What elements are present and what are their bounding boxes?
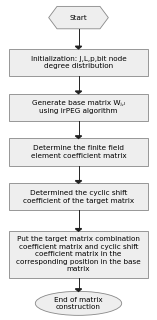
Polygon shape bbox=[75, 180, 82, 183]
Text: Determine the finite field
element coefficient matrix: Determine the finite field element coeff… bbox=[31, 145, 126, 159]
FancyBboxPatch shape bbox=[9, 183, 148, 211]
Polygon shape bbox=[49, 6, 108, 29]
FancyBboxPatch shape bbox=[9, 138, 148, 166]
Text: End of matrix
construction: End of matrix construction bbox=[54, 297, 103, 310]
Ellipse shape bbox=[35, 291, 122, 316]
FancyBboxPatch shape bbox=[9, 231, 148, 277]
Polygon shape bbox=[75, 46, 82, 49]
Text: Initialization: J,L,p,bit node
degree distribution: Initialization: J,L,p,bit node degree di… bbox=[31, 56, 126, 69]
Text: Generate base matrix Wⱼ,ₗ
using irPEG algorithm: Generate base matrix Wⱼ,ₗ using irPEG al… bbox=[32, 100, 125, 114]
Text: Put the target matrix combination
coefficient matrix and cyclic shift
coefficien: Put the target matrix combination coeffi… bbox=[16, 236, 141, 272]
Polygon shape bbox=[75, 91, 82, 93]
Polygon shape bbox=[75, 289, 82, 291]
Polygon shape bbox=[75, 136, 82, 138]
FancyBboxPatch shape bbox=[9, 49, 148, 76]
Polygon shape bbox=[75, 228, 82, 231]
Text: Determined the cyclic shift
coefficient of the target matrix: Determined the cyclic shift coefficient … bbox=[23, 190, 134, 204]
Text: Start: Start bbox=[70, 15, 87, 20]
FancyBboxPatch shape bbox=[9, 93, 148, 121]
